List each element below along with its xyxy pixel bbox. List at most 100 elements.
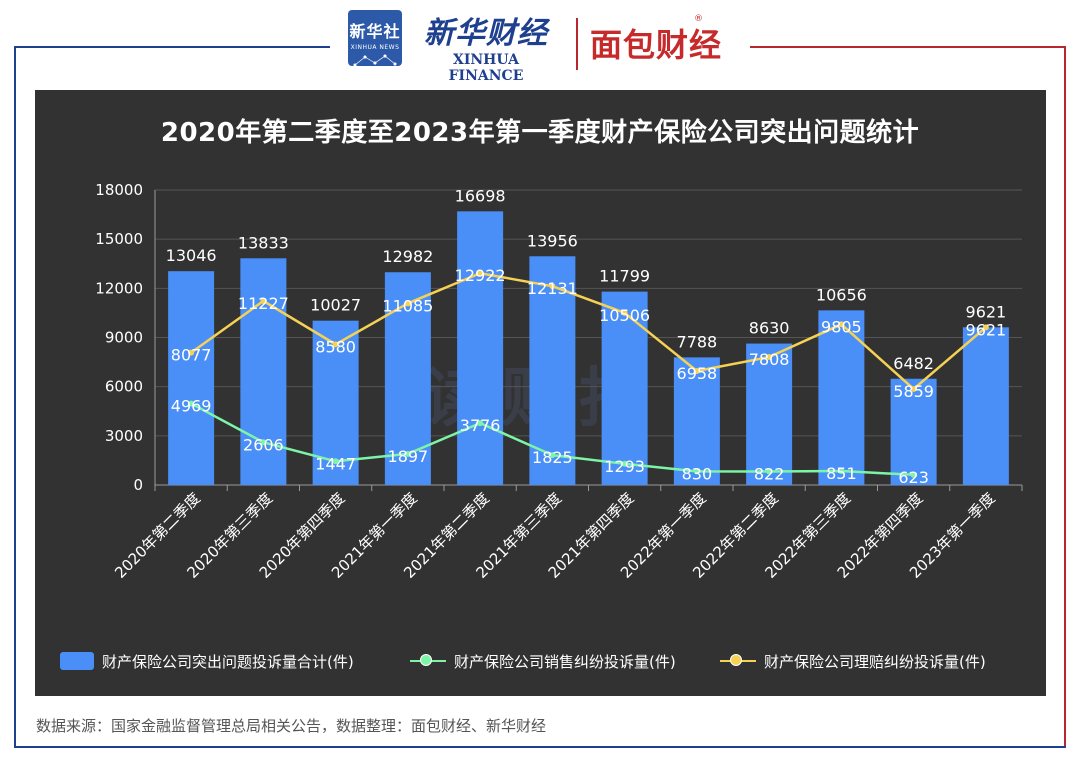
bar-value-label: 9621: [966, 302, 1007, 321]
bar-value-label: 8630: [749, 319, 790, 338]
legend-label-claims: 财产保险公司理赔纠纷投诉量(件): [764, 652, 986, 671]
logo-separator: [576, 18, 578, 70]
point-claims: [621, 309, 628, 316]
point-claims: [549, 283, 556, 290]
point-sales: [910, 471, 917, 478]
sales-value-label: 1825: [532, 448, 573, 467]
claims-value-label: 11227: [238, 294, 289, 313]
point-claims: [477, 270, 484, 277]
point-sales: [332, 458, 339, 465]
frame-right: [1064, 46, 1066, 748]
sales-value-label: 822: [754, 465, 785, 484]
network-icon: [353, 54, 397, 67]
chart-title: 2020年第二季度至2023年第一季度财产保险公司突出问题统计: [160, 118, 920, 148]
xinhua-news-logo-cn: 新华社: [349, 22, 401, 41]
y-tick-label: 6000: [105, 378, 143, 396]
point-sales: [549, 452, 556, 459]
bar: [457, 211, 504, 486]
point-sales: [477, 420, 484, 427]
claims-value-label: 5859: [893, 382, 934, 401]
bar-value-label: 10027: [310, 296, 361, 315]
registered-mark: ®: [694, 14, 703, 24]
bar-value-label: 12982: [382, 247, 433, 266]
point-sales: [260, 439, 267, 446]
frame-top-left: [14, 46, 330, 48]
point-sales: [188, 400, 195, 407]
bar-value-label: 10656: [816, 285, 867, 304]
claims-value-label: 12131: [527, 279, 578, 298]
bar-value-label: 13833: [238, 233, 289, 252]
legend-item-total[interactable]: 财产保险公司突出问题投诉量合计(件): [60, 650, 354, 672]
claims-value-label: 9621: [966, 320, 1007, 339]
point-claims: [693, 367, 700, 374]
point-claims: [838, 321, 845, 328]
claims-value-label: 10506: [599, 306, 650, 325]
data-source-note: 数据来源：国家金融监督管理总局相关公告，数据整理：面包财经、新华财经: [36, 717, 547, 735]
frame-top-right: [750, 46, 1066, 48]
point-claims: [766, 354, 773, 361]
legend-bar-swatch: [60, 652, 94, 670]
claims-value-label: 6958: [677, 364, 718, 383]
bar-value-label: 13046: [166, 246, 217, 265]
point-sales: [693, 468, 700, 475]
frame-left: [14, 46, 16, 748]
claims-value-label: 12922: [455, 266, 506, 285]
point-sales: [766, 468, 773, 475]
point-sales: [404, 450, 411, 457]
sales-value-label: 2606: [243, 435, 284, 454]
mianbao-finance-logo: 面包财经: [590, 27, 723, 63]
legend-item-sales[interactable]: 财产保险公司销售纠纷投诉量(件): [410, 650, 676, 672]
frame-bottom: [14, 746, 1066, 748]
bar: [384, 272, 431, 485]
point-sales: [621, 460, 628, 467]
claims-value-label: 8580: [315, 337, 356, 356]
bar-value-label: 7788: [677, 332, 718, 351]
sales-value-label: 4969: [171, 397, 212, 416]
claims-value-label: 11085: [382, 296, 433, 315]
bar-value-label: 16698: [455, 186, 506, 205]
sales-value-label: 3776: [460, 416, 501, 435]
bar-value-label: 13956: [527, 231, 578, 250]
legend-line-swatch-sales: [410, 652, 446, 670]
bar: [746, 343, 793, 485]
y-tick-label: 12000: [95, 279, 143, 297]
sales-value-label: 851: [826, 464, 857, 483]
bar: [890, 378, 937, 485]
claims-value-label: 8077: [171, 346, 212, 365]
claims-value-label: 7808: [749, 350, 790, 369]
y-tick-label: 15000: [95, 230, 143, 248]
sales-value-label: 1293: [604, 457, 645, 476]
legend-item-claims[interactable]: 财产保险公司理赔纠纷投诉量(件): [720, 650, 986, 672]
bar: [818, 310, 865, 485]
sales-value-label: 623: [898, 468, 929, 487]
y-tick-label: 3000: [105, 427, 143, 445]
legend-label-sales: 财产保险公司销售纠纷投诉量(件): [454, 652, 676, 671]
point-claims: [910, 385, 917, 392]
sales-value-label: 830: [682, 464, 713, 483]
bar: [673, 357, 720, 485]
legend-label-total: 财产保险公司突出问题投诉量合计(件): [102, 652, 354, 671]
sales-value-label: 1897: [388, 447, 429, 466]
point-claims: [982, 324, 989, 331]
xinhua-news-logo-en: XINHUA NEWS: [350, 44, 400, 51]
y-tick-label: 18000: [95, 181, 143, 199]
series-line-claims: [190, 271, 987, 391]
bar: [962, 327, 1009, 485]
bar-value-label: 6482: [893, 354, 934, 373]
y-tick-label: 9000: [105, 329, 143, 347]
xinhua-finance-logo-en: XINHUA FINANCE: [448, 52, 524, 84]
bar-value-label: 11799: [599, 267, 650, 286]
point-sales: [838, 468, 845, 475]
point-claims: [260, 298, 267, 305]
point-claims: [404, 300, 411, 307]
bar: [168, 271, 215, 485]
bar: [529, 256, 576, 485]
sales-value-label: 1447: [315, 454, 356, 473]
xinhua-finance-logo-cn: 新华财经: [424, 16, 548, 51]
claims-value-label: 9805: [821, 317, 862, 336]
xinhua-news-logo: 新华社 XINHUA NEWS: [348, 10, 402, 67]
point-claims: [332, 341, 339, 348]
y-tick-label: 0: [133, 476, 143, 494]
point-claims: [188, 349, 195, 356]
